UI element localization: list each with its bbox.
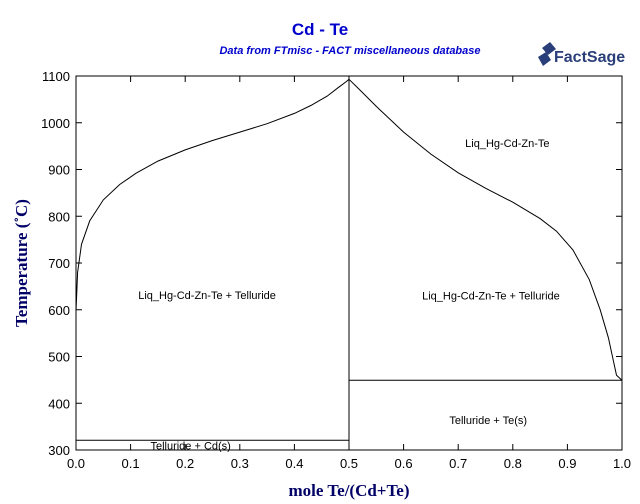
- y-axis-ticks: 300 400 500 600 700 800 900 1000 1100: [41, 69, 622, 458]
- x-tick-label: 0.0: [67, 456, 85, 471]
- x-tick-label: 0.8: [504, 456, 522, 471]
- phase-region-labels: Liq_Hg-Cd-Zn-Te Liq_Hg-Cd-Zn-Te + Telluri…: [138, 138, 560, 452]
- phase-region-label: Liq_Hg-Cd-Zn-Te: [465, 138, 549, 150]
- y-tick-label: 800: [48, 209, 70, 224]
- logo-text: FactSage: [554, 49, 625, 66]
- y-tick-label: 500: [48, 350, 70, 365]
- phase-region-label: Liq_Hg-Cd-Zn-Te + Telluride: [138, 290, 276, 302]
- y-tick-label: 1100: [42, 69, 70, 84]
- x-tick-label: 1.0: [613, 456, 631, 471]
- x-tick-label: 0.2: [176, 456, 194, 471]
- liquidus-left-line: [75, 78, 350, 312]
- y-tick-label: 700: [48, 256, 70, 271]
- chart-title: Cd - Te: [291, 20, 349, 39]
- y-tick-label: 300: [48, 443, 70, 458]
- phase-region-label: Telluride + Cd(s): [150, 440, 230, 452]
- chart-subtitle: Data from FTmisc - FACT miscellaneous da…: [219, 45, 481, 57]
- factsage-logo-icon: [538, 42, 556, 66]
- y-tick-label: 1000: [41, 116, 70, 131]
- x-tick-label: 0.9: [558, 456, 576, 471]
- x-tick-label: 0.7: [449, 456, 467, 471]
- x-axis-ticks: 0.0 0.1 0.2 0.3 0.4 0.5 0.6 0.7 0.8 0.9 1.0: [67, 76, 631, 471]
- x-tick-label: 0.6: [395, 456, 413, 471]
- x-tick-label: 0.5: [340, 456, 358, 471]
- y-tick-label: 600: [48, 303, 70, 318]
- factsage-logo: FactSage: [538, 42, 625, 66]
- x-axis-title: mole Te/(Cd+Te): [289, 481, 410, 500]
- phase-region-label: Liq_Hg-Cd-Zn-Te + Telluride: [422, 291, 560, 303]
- x-tick-label: 0.3: [231, 456, 249, 471]
- y-tick-label: 400: [48, 396, 70, 411]
- x-tick-label: 0.4: [285, 456, 303, 471]
- y-axis-title: Temperature (˚C): [12, 199, 31, 327]
- liquidus-right-line: [348, 78, 623, 381]
- phase-region-label: Telluride + Te(s): [449, 415, 527, 427]
- phase-boundaries: [75, 78, 623, 450]
- y-tick-label: 900: [48, 163, 70, 178]
- x-tick-label: 0.1: [122, 456, 140, 471]
